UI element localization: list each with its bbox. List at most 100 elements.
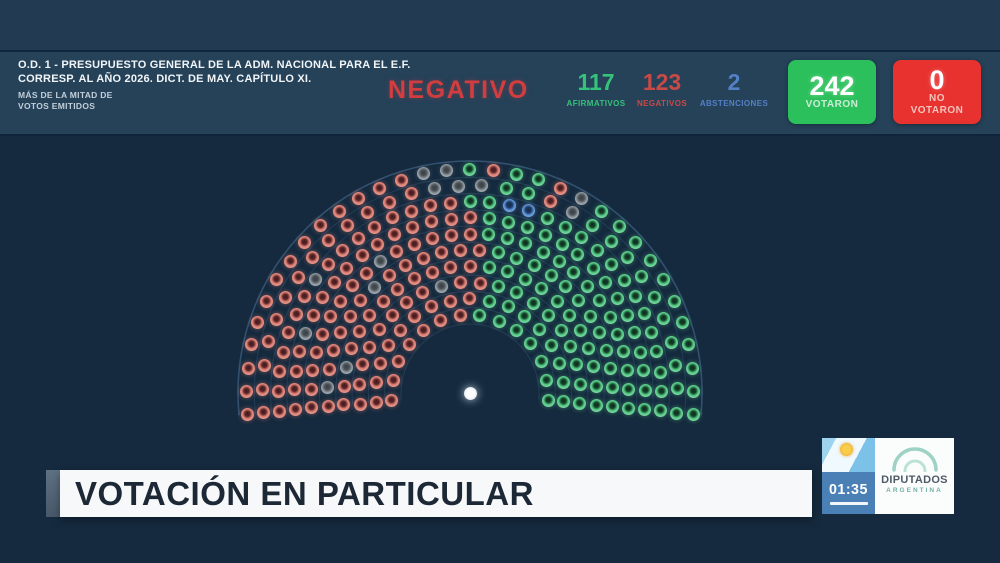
seat-afirmativo — [540, 373, 554, 387]
seat-afirmativo — [591, 244, 605, 257]
seat-negativo — [360, 205, 374, 219]
seat-negativo — [335, 243, 349, 257]
timer-value: 01:35 — [829, 481, 868, 498]
seat-negativo — [291, 270, 305, 284]
seat-negativo — [355, 249, 369, 263]
abstenciones-label: ABSTENCIONES — [699, 99, 769, 108]
seat-afirmativo — [581, 279, 595, 293]
seat-negativo — [315, 291, 329, 305]
seat-afirmativo — [605, 380, 619, 394]
seat-afirmativo — [473, 308, 487, 322]
not-voted-label-votaron: VOTARON — [910, 105, 964, 116]
seat-afirmativo — [518, 309, 532, 323]
seat-afirmativo — [567, 266, 581, 279]
seat-negativo — [310, 345, 324, 359]
seat-ausente — [320, 381, 334, 394]
seat-afirmativo — [605, 234, 618, 248]
seat-negativo — [269, 312, 283, 326]
seat-ausente — [299, 327, 313, 341]
seat-ausente — [440, 164, 454, 178]
seat-afirmativo — [656, 273, 670, 287]
seat-afirmativo — [535, 355, 548, 369]
seat-afirmativo — [483, 195, 496, 209]
seat-ausente — [435, 280, 448, 294]
seat-negativo — [340, 261, 354, 275]
order-line-2: CORRESP. AL AÑO 2026. DICT. DE MAY. CAPÍ… — [18, 73, 312, 85]
seat-afirmativo — [667, 294, 681, 308]
logo-title: DIPUTADOS — [881, 474, 948, 486]
seat-negativo — [407, 272, 421, 286]
seat-negativo — [257, 358, 271, 372]
seat-negativo — [444, 196, 457, 210]
seat-negativo — [404, 204, 418, 218]
seat-afirmativo — [635, 269, 649, 283]
seat-afirmativo — [622, 402, 636, 416]
seat-negativo — [304, 383, 318, 396]
seat-afirmativo — [509, 167, 523, 181]
seat-negativo — [372, 323, 386, 337]
seat-afirmativo — [587, 360, 601, 374]
voted-label: VOTARON — [805, 99, 859, 110]
seat-negativo — [425, 231, 439, 245]
seat-afirmativo — [639, 384, 653, 398]
afirmativos-value: 117 — [577, 69, 615, 95]
seat-afirmativo — [653, 404, 667, 418]
seat-negativo — [408, 237, 422, 251]
banner-title: VOTACIÓN EN PARTICULAR — [75, 474, 534, 512]
seat-afirmativo — [590, 379, 604, 393]
seat-ausente — [566, 206, 580, 220]
seat-negativo — [385, 211, 399, 225]
seat-negativo — [327, 343, 341, 357]
seat-afirmativo — [665, 335, 679, 349]
seat-afirmativo — [491, 246, 505, 260]
seat-negativo — [454, 244, 468, 258]
seat-negativo — [351, 231, 365, 245]
seat-afirmativo — [519, 273, 533, 286]
seat-afirmativo — [541, 394, 555, 408]
seat-afirmativo — [589, 398, 603, 412]
seat-afirmativo — [628, 235, 642, 249]
seat-afirmativo — [518, 237, 532, 251]
seat-negativo — [279, 290, 292, 304]
seat-afirmativo — [493, 314, 507, 328]
seat-negativo — [463, 260, 477, 274]
seat-negativo — [463, 292, 477, 306]
seat-negativo — [374, 357, 388, 370]
negativos-value: 123 — [642, 69, 682, 95]
seat-afirmativo — [482, 261, 496, 275]
seat-negativo — [250, 315, 264, 329]
logo-subtitle: ARGENTINA — [886, 487, 943, 494]
seat-negativo — [444, 294, 458, 308]
counter-afirmativos: 117 AFIRMATIVOS — [556, 70, 636, 108]
seat-negativo — [240, 408, 254, 422]
seat-negativo — [244, 338, 258, 352]
seat-negativo — [287, 383, 301, 397]
seat-afirmativo — [573, 377, 587, 391]
seat-afirmativo — [492, 279, 506, 293]
seat-negativo — [373, 182, 387, 196]
not-voted-value: 0 — [929, 65, 945, 95]
seat-afirmativo — [527, 296, 541, 310]
seat-negativo — [444, 212, 458, 226]
result-label: NEGATIVO — [388, 76, 529, 104]
seat-negativo — [369, 375, 383, 389]
seat-negativo — [289, 308, 303, 321]
seat-negativo — [298, 289, 312, 303]
seat-negativo — [417, 251, 430, 265]
seat-negativo — [392, 354, 405, 368]
seat-afirmativo — [533, 323, 547, 337]
hemicycle-chart — [0, 136, 1000, 563]
seat-afirmativo — [670, 406, 684, 420]
seat-negativo — [382, 268, 396, 282]
seat-negativo — [344, 341, 358, 355]
seat-afirmativo — [627, 326, 641, 340]
seat-afirmativo — [622, 382, 636, 396]
seat-afirmativo — [482, 228, 495, 242]
seat-negativo — [293, 345, 306, 359]
seat-negativo — [333, 325, 347, 339]
seat-afirmativo — [654, 365, 668, 379]
speaker-seat — [463, 386, 477, 400]
seat-afirmativo — [612, 219, 626, 233]
seat-negativo — [345, 279, 359, 293]
seat-ausente — [374, 254, 388, 268]
